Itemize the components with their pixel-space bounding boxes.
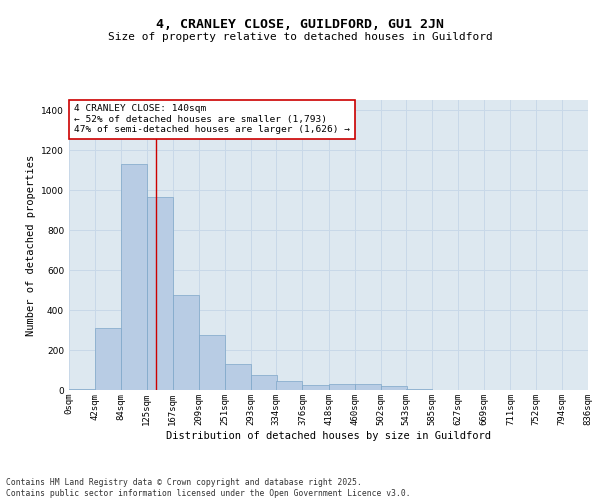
Bar bbox=[225, 364, 251, 390]
Bar bbox=[251, 375, 277, 390]
Bar bbox=[121, 164, 147, 390]
Text: 4, CRANLEY CLOSE, GUILDFORD, GU1 2JN: 4, CRANLEY CLOSE, GUILDFORD, GU1 2JN bbox=[156, 18, 444, 30]
Bar bbox=[173, 295, 199, 390]
Bar bbox=[277, 381, 302, 390]
Text: 4 CRANLEY CLOSE: 140sqm
← 52% of detached houses are smaller (1,793)
47% of semi: 4 CRANLEY CLOSE: 140sqm ← 52% of detache… bbox=[74, 104, 350, 134]
Bar bbox=[406, 389, 432, 390]
Text: Size of property relative to detached houses in Guildford: Size of property relative to detached ho… bbox=[107, 32, 493, 42]
Bar bbox=[302, 385, 329, 390]
Bar bbox=[146, 197, 173, 390]
Text: Contains HM Land Registry data © Crown copyright and database right 2025.
Contai: Contains HM Land Registry data © Crown c… bbox=[6, 478, 410, 498]
Bar bbox=[199, 335, 225, 390]
Bar bbox=[69, 389, 95, 390]
Bar bbox=[355, 384, 380, 390]
Bar bbox=[95, 328, 121, 390]
Bar bbox=[329, 384, 355, 390]
X-axis label: Distribution of detached houses by size in Guildford: Distribution of detached houses by size … bbox=[166, 430, 491, 440]
Y-axis label: Number of detached properties: Number of detached properties bbox=[26, 154, 35, 336]
Bar bbox=[380, 386, 407, 390]
